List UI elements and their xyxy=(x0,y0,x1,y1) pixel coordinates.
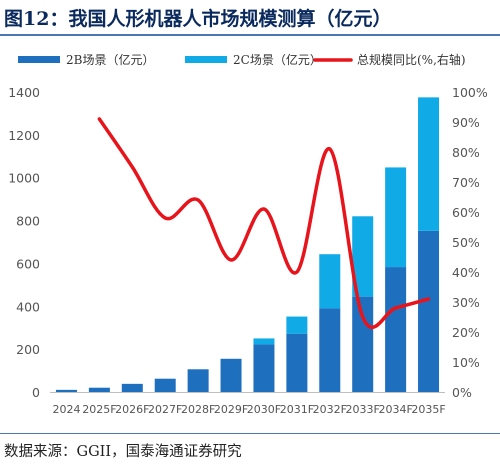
y-right-tick-label: 90% xyxy=(452,115,480,130)
bar-2b xyxy=(253,344,275,392)
x-tick-label: 2033F xyxy=(346,403,380,416)
source-note: 数据来源：GGII，国泰海通证券研究 xyxy=(4,444,242,460)
bar-2c xyxy=(418,97,440,231)
bar-2c xyxy=(286,316,308,334)
y-left-tick-label: 400 xyxy=(16,299,40,314)
y-right-tick-label: 70% xyxy=(452,175,480,190)
x-tick-label: 2029F xyxy=(214,403,248,416)
y-right-tick-label: 50% xyxy=(452,235,480,250)
x-tick-label: 2027F xyxy=(148,403,182,416)
bar-2b xyxy=(187,369,209,392)
y-left-tick-label: 1200 xyxy=(8,128,40,143)
x-tick-label: 2034F xyxy=(378,403,412,416)
bar-2b xyxy=(385,267,407,392)
legend-swatch-2b xyxy=(18,56,60,63)
bar-2b xyxy=(88,387,110,392)
y-left-tick-label: 200 xyxy=(16,342,40,357)
growth-line xyxy=(97,117,431,329)
y-left-tick-label: 1000 xyxy=(8,171,40,186)
y-left-tick-label: 1400 xyxy=(8,85,40,100)
y-right-tick-label: 100% xyxy=(452,85,488,100)
x-tick-label: 2026F xyxy=(115,403,149,416)
legend-label-2c: 2C场景（亿元） xyxy=(233,52,322,67)
legend-label-growth: 总规模同比(%,右轴) xyxy=(357,52,466,67)
y-right-tick-label: 10% xyxy=(452,355,480,370)
legend-label-2b: 2B场景（亿元） xyxy=(66,52,154,67)
bar-2b xyxy=(352,296,374,392)
y-right-tick-label: 80% xyxy=(452,145,480,160)
bar-2c xyxy=(352,216,374,297)
y-right-tick-label: 60% xyxy=(452,205,480,220)
bar-2c xyxy=(385,167,407,268)
y-right-tick-label: 30% xyxy=(452,295,480,310)
y-right-tick-label: 20% xyxy=(452,325,480,340)
y-left-tick-label: 0 xyxy=(32,385,40,400)
bar-2b xyxy=(220,358,242,392)
x-tick-label: 2028F xyxy=(181,403,215,416)
y-right-tick-label: 0% xyxy=(452,385,472,400)
bar-2b xyxy=(286,333,308,392)
bottom-rule xyxy=(0,433,500,434)
legend-swatch-2c xyxy=(185,56,227,63)
x-tick-label: 2035F xyxy=(411,403,445,416)
x-tick-label: 2025F xyxy=(82,403,116,416)
y-left-tick-label: 600 xyxy=(16,256,40,271)
x-tick-label: 2030F xyxy=(247,403,281,416)
bar-2b xyxy=(55,389,77,392)
bar-2b xyxy=(319,308,341,392)
y-left-tick-label: 800 xyxy=(16,214,40,229)
bar-2c xyxy=(319,254,341,309)
y-right-tick-label: 40% xyxy=(452,265,480,280)
bar-2b xyxy=(121,383,143,392)
x-tick-label: 2024 xyxy=(52,403,80,416)
bar-2b xyxy=(154,378,176,392)
bar-2b xyxy=(418,230,440,392)
x-tick-label: 2031F xyxy=(280,403,314,416)
x-tick-label: 2032F xyxy=(313,403,347,416)
chart-title: 图12：我国人形机器人市场规模测算（亿元） xyxy=(4,8,392,30)
title-bar: 图12：我国人形机器人市场规模测算（亿元） xyxy=(0,0,500,36)
bar-2c xyxy=(253,338,275,345)
